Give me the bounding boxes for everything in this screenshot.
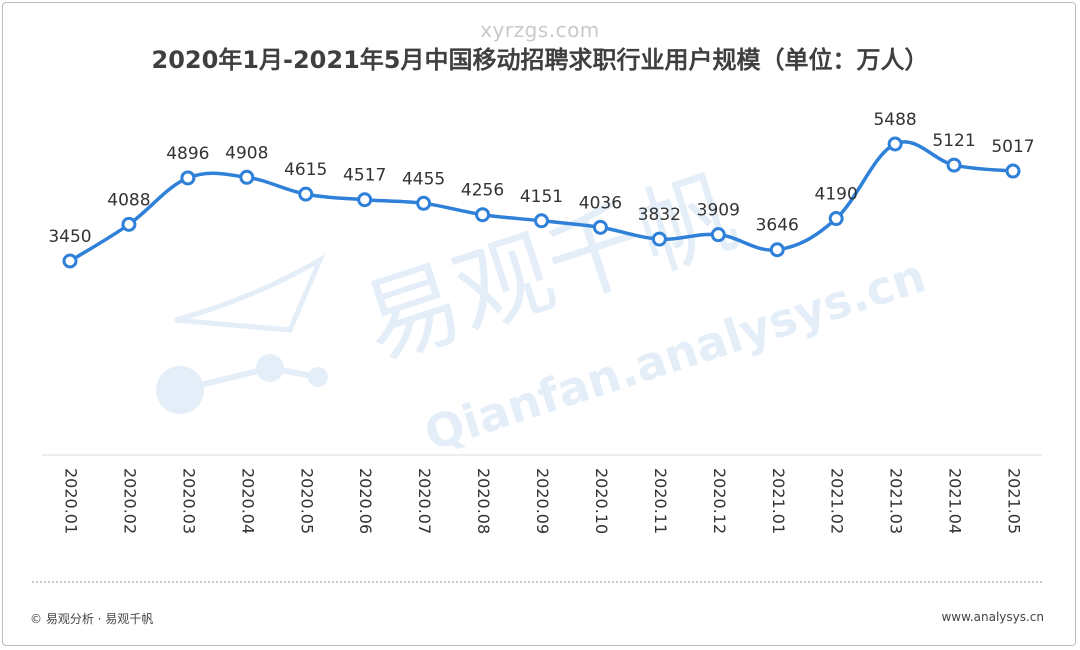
footer-copyright: © 易观分析 · 易观千帆 [30, 612, 154, 626]
data-point [62, 253, 78, 269]
data-label: 5121 [932, 131, 975, 151]
data-label: 4036 [579, 193, 622, 213]
watermark-link-1 [179, 365, 271, 393]
data-point [769, 242, 785, 258]
x-tick-label: 2020.12 [710, 468, 729, 534]
data-label: 4615 [284, 160, 327, 180]
x-tick-label: 2021.02 [828, 468, 847, 534]
x-tick-label: 2020.05 [297, 468, 316, 534]
x-tick-label: 2020.03 [179, 468, 198, 534]
x-tick-label: 2020.02 [120, 468, 139, 534]
data-point [710, 227, 726, 243]
data-label: 4896 [166, 144, 209, 164]
data-point [651, 231, 667, 247]
data-point [828, 211, 844, 227]
data-point [1005, 163, 1021, 179]
watermark-top: xyrzgs.com [480, 18, 600, 42]
data-point [887, 136, 903, 152]
data-point [534, 213, 549, 229]
series-line [69, 140, 1014, 263]
watermark-sail-shape [174, 254, 326, 333]
data-point [946, 157, 962, 173]
footer-website: www.analysys.cn [941, 610, 1044, 624]
x-tick-label: 2020.07 [415, 468, 434, 534]
x-tick-label: 2020.11 [651, 468, 670, 534]
data-label: 5488 [873, 110, 916, 130]
data-label: 4256 [461, 181, 504, 201]
data-label: 5017 [991, 137, 1034, 157]
watermark-link-2 [269, 365, 319, 380]
data-label: 4908 [225, 143, 268, 163]
data-point [357, 192, 373, 208]
watermark-logo [156, 254, 328, 414]
x-tick-label: 2021.01 [769, 468, 788, 534]
data-label: 3450 [48, 227, 91, 247]
data-label: 4088 [107, 190, 150, 210]
data-label: 3646 [756, 216, 799, 236]
data-point [298, 186, 314, 202]
data-label: 4151 [520, 187, 563, 207]
data-point [180, 170, 196, 186]
data-label: 4455 [402, 169, 445, 189]
data-point [239, 169, 255, 185]
x-tick-label: 2020.04 [238, 468, 257, 534]
data-label: 4190 [815, 185, 858, 205]
data-point [121, 216, 137, 232]
x-tick-label: 2021.05 [1005, 468, 1024, 534]
data-label: 3832 [638, 205, 681, 225]
x-tick-label: 2021.03 [887, 468, 906, 534]
x-tick-label: 2020.01 [62, 468, 81, 534]
data-point [416, 195, 432, 211]
plot-area: 3450 2020.01 4088 2020.02 4896 2020.03 4908 202… [48, 110, 1034, 534]
x-tick-label: 2020.10 [592, 468, 611, 534]
data-label: 4517 [343, 166, 386, 186]
data-point [592, 219, 608, 235]
x-tick-label: 2020.06 [356, 468, 375, 534]
x-tick-label: 2020.08 [474, 468, 493, 534]
chart-title: 2020年1月-2021年5月中国移动招聘求职行业用户规模（单位：万人） [151, 46, 929, 74]
x-tick-label: 2021.04 [946, 468, 965, 534]
data-point [475, 207, 491, 223]
data-label: 3909 [697, 201, 740, 221]
x-tick-label: 2020.09 [533, 468, 552, 534]
